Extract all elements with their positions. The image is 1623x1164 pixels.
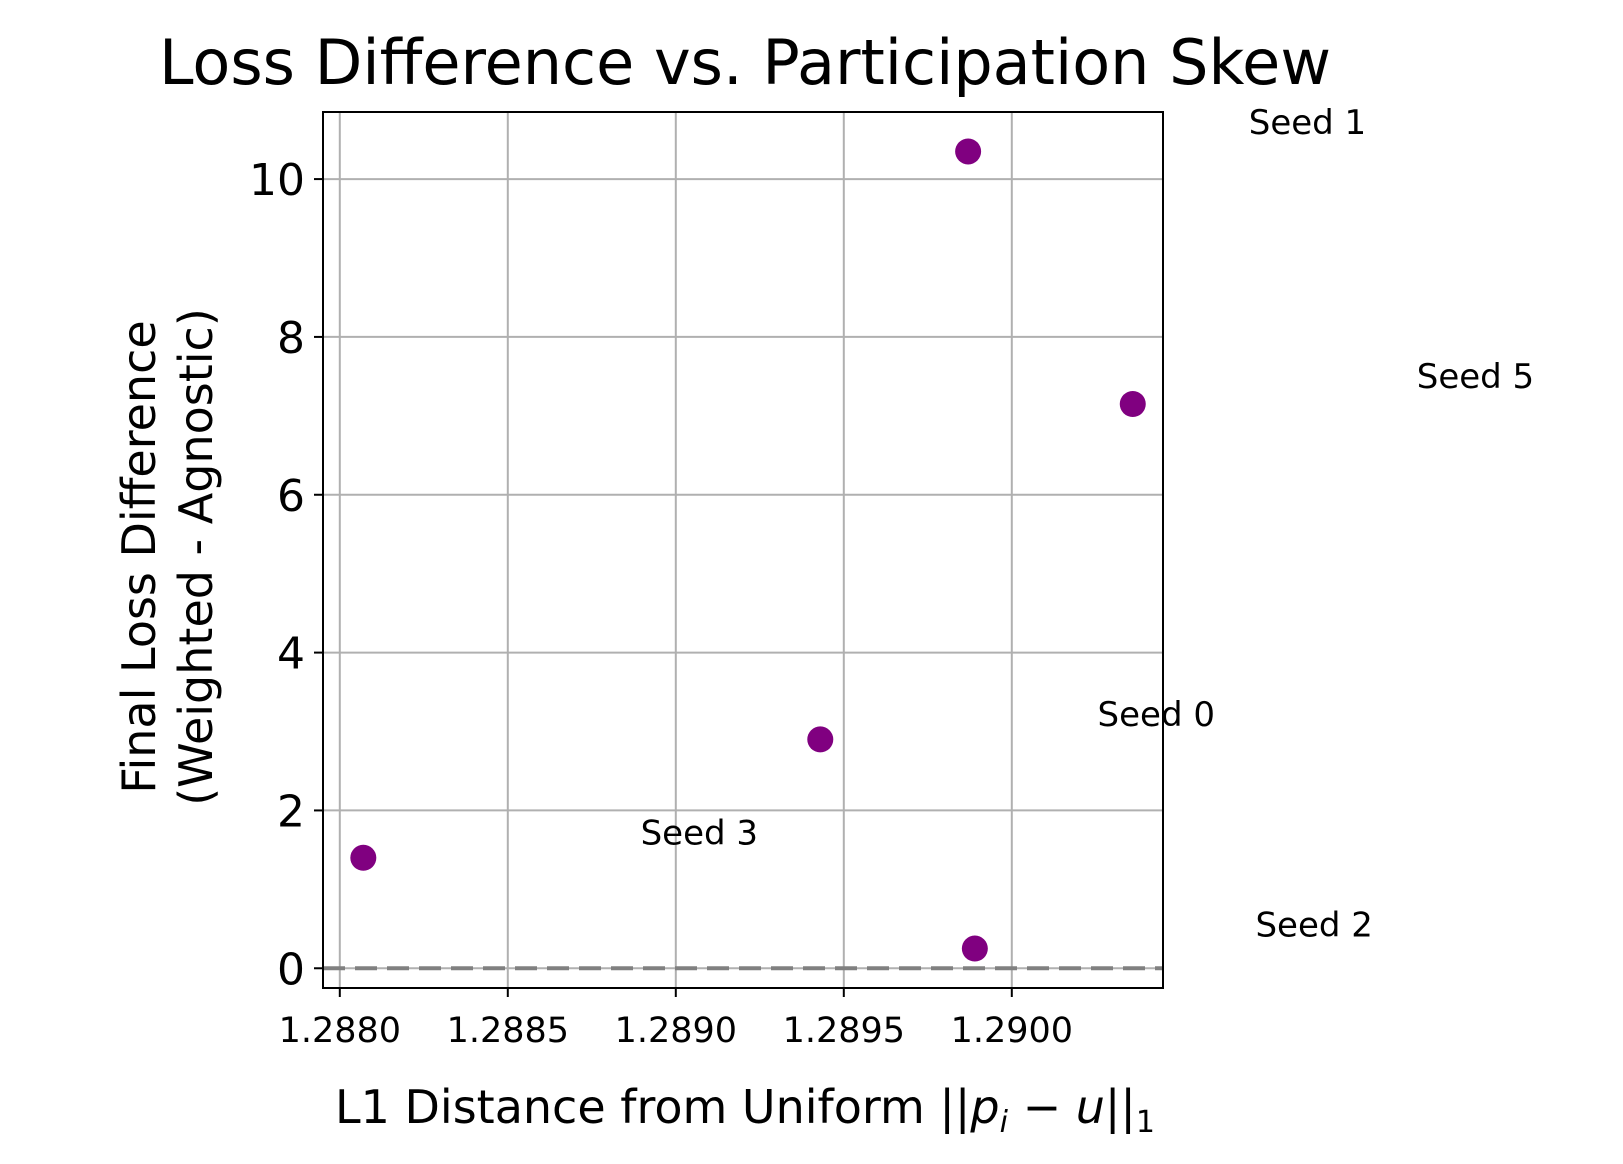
annotations: Seed 1 Seed 5 Seed 0 Seed 3 Seed 2 xyxy=(641,103,1535,946)
y-tick-label: 4 xyxy=(277,629,305,680)
y-tick-label: 0 xyxy=(277,944,305,995)
y-tick-label: 10 xyxy=(249,155,305,206)
point-annotation: Seed 0 xyxy=(1098,695,1215,735)
data-point xyxy=(350,844,377,871)
point-annotation: Seed 1 xyxy=(1249,103,1366,143)
chart-title: Loss Difference vs. Participation Skew xyxy=(159,26,1331,99)
data-point xyxy=(961,935,988,962)
ticks: 1.2880 1.2885 1.2890 1.2895 1.2900 0 2 4 6 8 10 xyxy=(249,155,1073,1051)
x-axis-label: L1 Distance from Uniform ||pi − u||1 xyxy=(335,1080,1155,1140)
grid xyxy=(323,112,1163,988)
x-tick-label: 1.2895 xyxy=(783,1011,905,1051)
y-axis-label-line-2: (Weighted - Agnostic) xyxy=(169,308,223,806)
data-points xyxy=(350,138,1146,962)
point-annotation: Seed 2 xyxy=(1255,906,1372,946)
y-axis-label-line-1: Final Loss Difference xyxy=(112,320,166,793)
y-tick-label: 2 xyxy=(277,786,305,837)
data-point xyxy=(955,138,982,165)
x-tick-label: 1.2890 xyxy=(615,1011,737,1051)
y-tick-label: 8 xyxy=(277,313,305,364)
data-point xyxy=(1119,391,1146,417)
data-point xyxy=(807,726,834,753)
plot-frame xyxy=(322,111,1164,989)
point-annotation: Seed 5 xyxy=(1417,357,1534,397)
x-tick-label: 1.2885 xyxy=(447,1011,569,1051)
y-axis-label: Final Loss Difference (Weighted - Agnost… xyxy=(112,308,223,806)
point-annotation: Seed 3 xyxy=(641,813,758,853)
x-tick-label: 1.2900 xyxy=(951,1011,1073,1051)
y-tick-label: 6 xyxy=(277,471,305,522)
x-tick-label: 1.2880 xyxy=(279,1011,401,1051)
